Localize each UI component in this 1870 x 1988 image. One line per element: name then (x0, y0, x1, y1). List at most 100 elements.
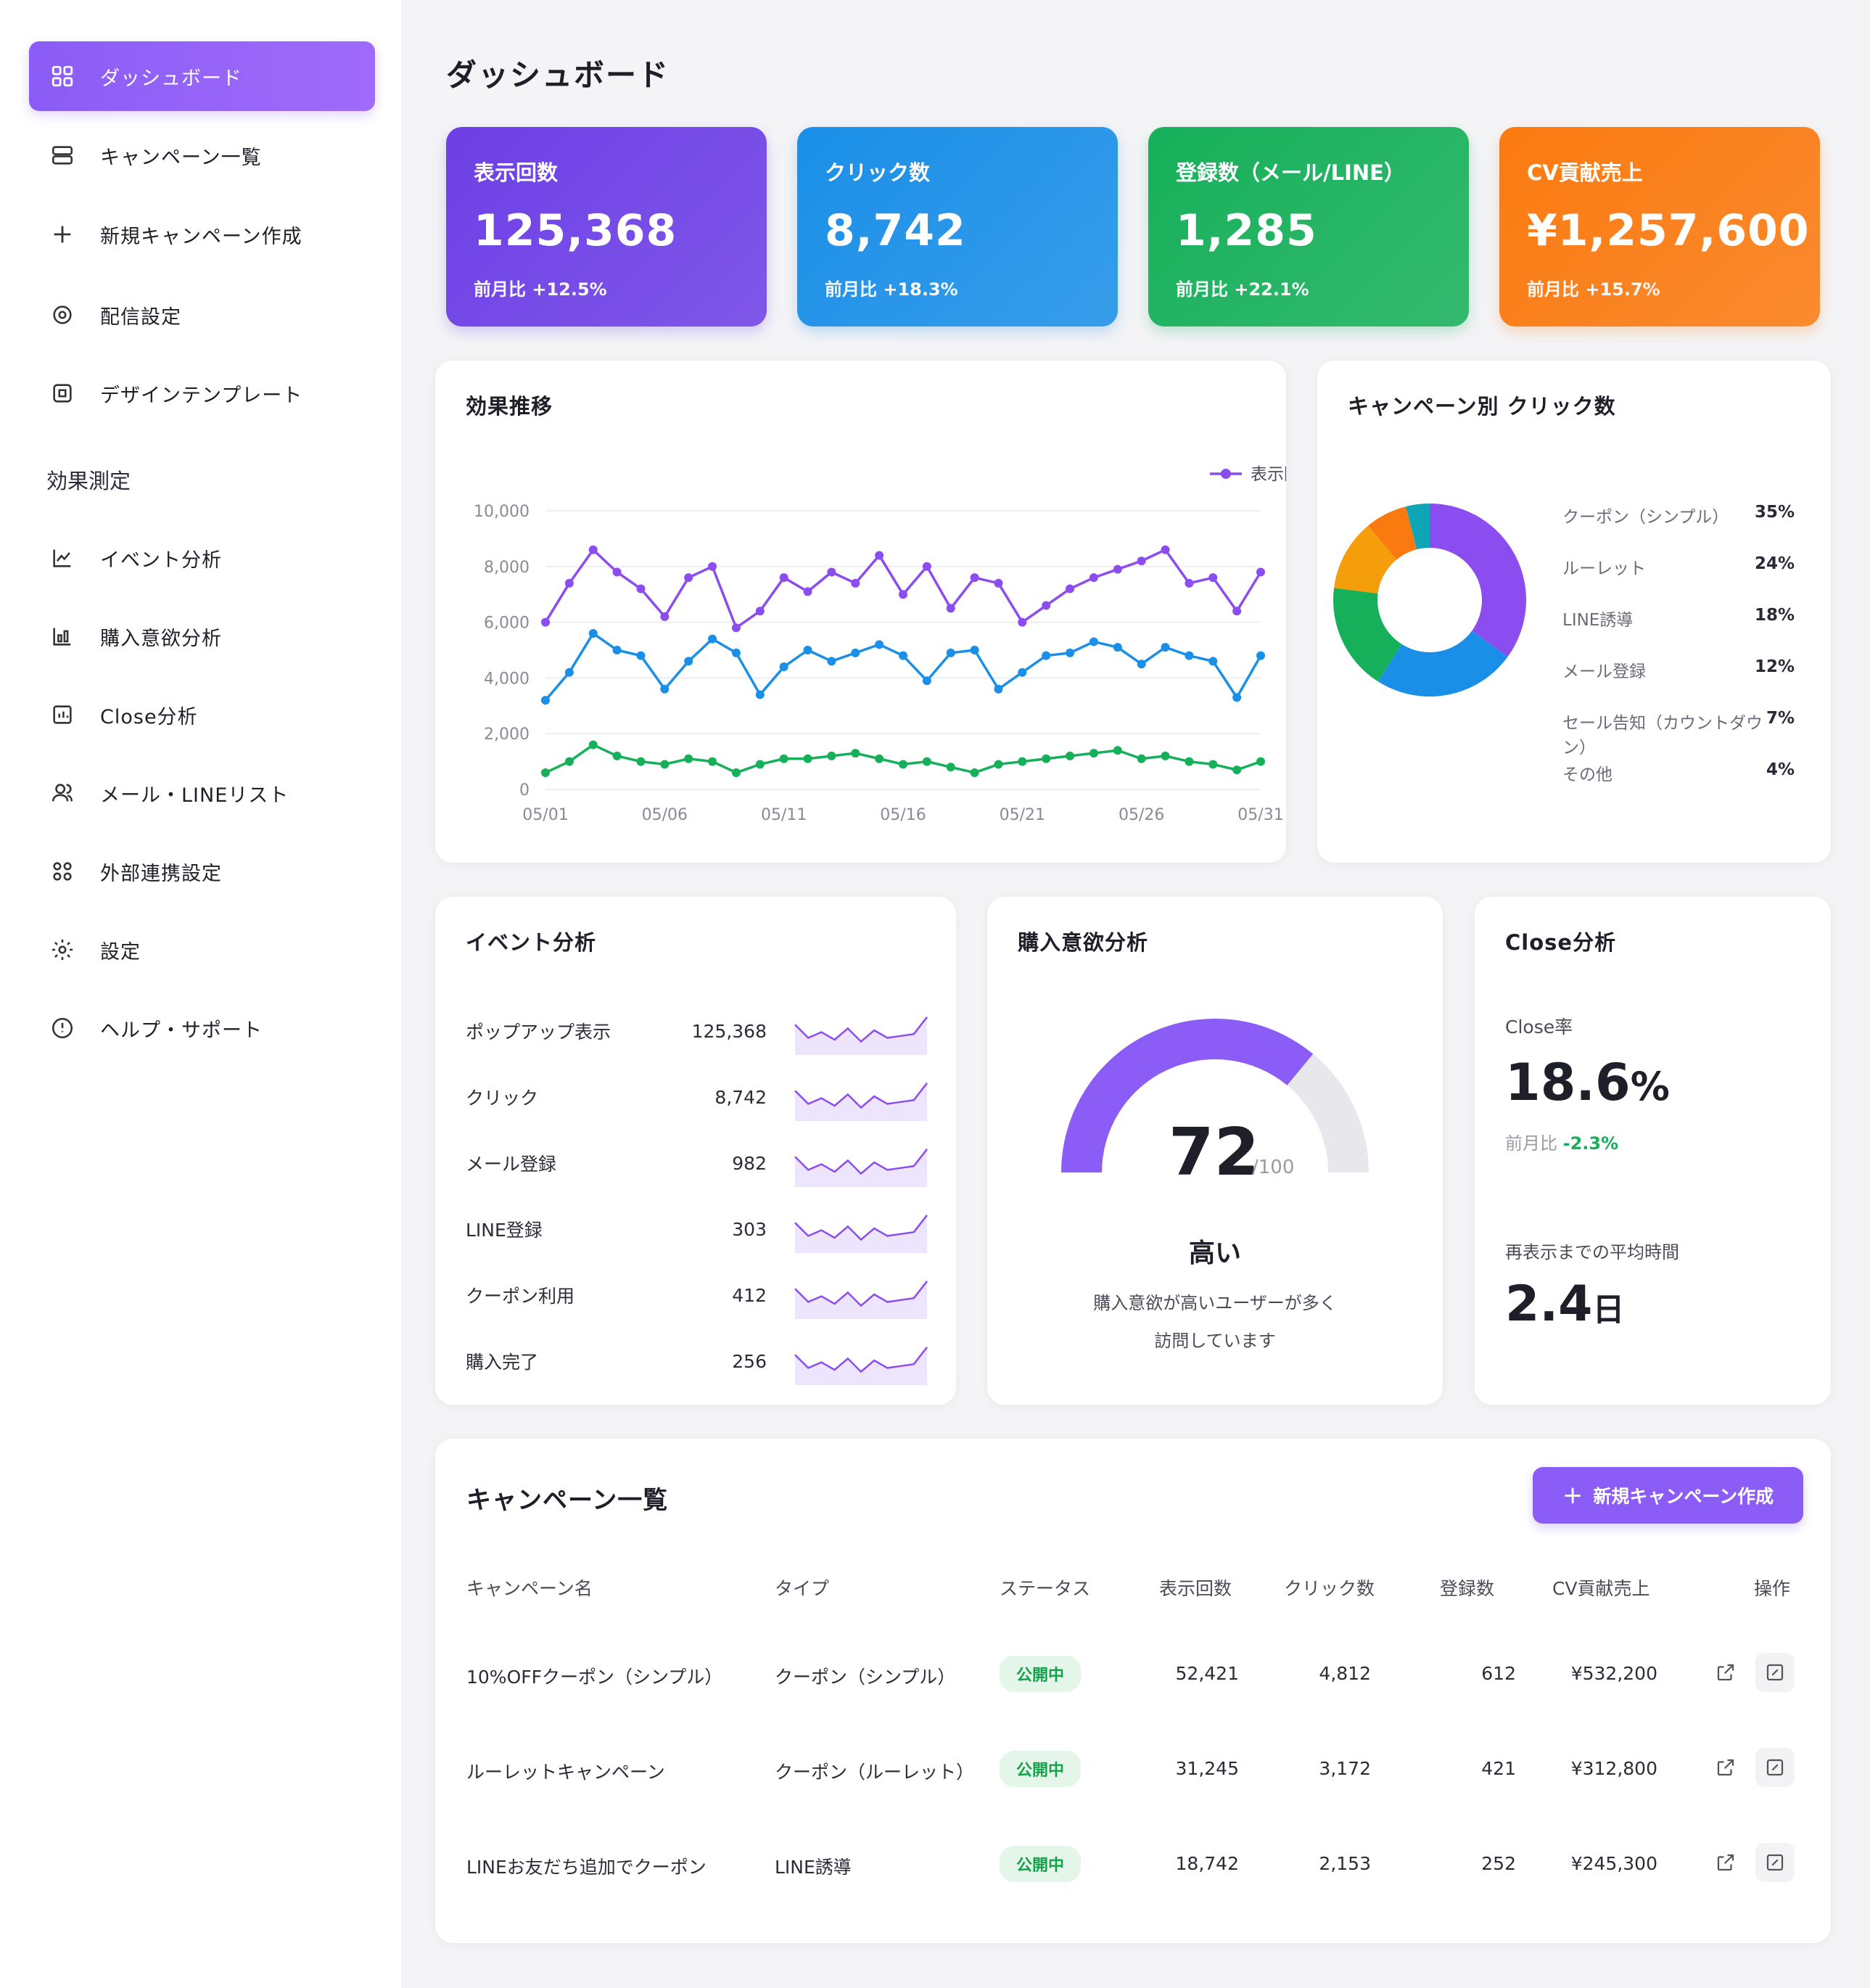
sidebar-item-settings[interactable]: 設定 (29, 915, 375, 985)
intent-desc-line2: 訪問しています (1154, 1331, 1276, 1351)
open-campaign-button[interactable] (1706, 1653, 1745, 1692)
kpi-card-revenue: CV貢献売上 ¥1,257,600 前月比 +15.7% (1499, 127, 1820, 326)
edit-campaign-button[interactable] (1755, 1748, 1795, 1787)
intent-desc-line1: 購入意欲が高いユーザーが多く (1093, 1293, 1337, 1313)
series-point (1137, 754, 1146, 763)
donut-legend-pct: 35% (1754, 503, 1795, 522)
donut-slice-0 (1430, 504, 1526, 657)
x-tick-label: 05/31 (1237, 806, 1283, 824)
event-analysis-title: イベント分析 (466, 930, 597, 955)
donut-slice-1 (1377, 631, 1508, 697)
open-campaign-button[interactable] (1706, 1748, 1745, 1787)
external-link-icon (1717, 1854, 1734, 1871)
sidebar-item-help[interactable]: ヘルプ・サポート (29, 993, 375, 1063)
bar-chart-icon (48, 622, 77, 651)
sidebar-item-close-analysis[interactable]: Close分析 (29, 680, 375, 749)
column-header-clicks[interactable]: クリック数 (1284, 1578, 1375, 1599)
sidebar-item-integrations[interactable]: 外部連携設定 (29, 837, 375, 906)
cell-clicks: 4,812 (1319, 1663, 1371, 1684)
series-point (1113, 746, 1122, 755)
sidebar-item-event-analysis[interactable]: イベント分析 (29, 523, 375, 593)
donut-legend-pct: 4% (1766, 760, 1795, 779)
close-rate-label: Close率 (1505, 1016, 1573, 1038)
cell-signups: 421 (1481, 1758, 1516, 1779)
event-label: メール登録 (466, 1154, 557, 1175)
series-point (1185, 757, 1194, 766)
sidebar-item-purchase-intent[interactable]: 購入意欲分析 (29, 601, 375, 671)
event-row: クリック 8,742 (466, 1072, 930, 1122)
series-point (922, 757, 931, 766)
column-header-revenue[interactable]: CV貢献売上 (1552, 1578, 1650, 1599)
series-point (612, 646, 622, 654)
event-value: 303 (732, 1218, 767, 1240)
series-point (899, 590, 907, 599)
avg-redisplay-value: 2.4 (1505, 1276, 1593, 1333)
column-header-signups[interactable]: 登録数 (1440, 1578, 1495, 1599)
kpi-delta: 前月比 +18.3% (825, 279, 958, 300)
kpi-label: クリック数 (825, 160, 931, 185)
series-point (1232, 607, 1242, 616)
event-label: クーポン利用 (466, 1286, 575, 1307)
column-header-status[interactable]: ステータス (1000, 1578, 1091, 1599)
x-tick-label: 05/16 (880, 806, 926, 824)
new-campaign-button[interactable]: + 新規キャンペーン作成 (1533, 1467, 1803, 1524)
column-header-name[interactable]: キャンペーン名 (466, 1578, 593, 1599)
series-point (1232, 765, 1242, 775)
sidebar-item-mail-line-list[interactable]: メール・LINEリスト (29, 758, 375, 828)
cell-clicks: 3,172 (1319, 1758, 1371, 1779)
close-delta-value: -2.3% (1562, 1133, 1619, 1154)
series-point (612, 751, 622, 760)
y-tick-label: 10,000 (474, 503, 530, 521)
series-point (827, 567, 836, 577)
series-point (803, 587, 812, 596)
close-delta: 前月比 -2.3% (1505, 1129, 1618, 1154)
series-point (588, 628, 598, 638)
intent-score: 72 (1169, 1114, 1260, 1191)
cell-views: 18,742 (1175, 1853, 1239, 1874)
sidebar-item-delivery-settings[interactable]: 配信設定 (29, 280, 375, 350)
kpi-value: 125,368 (474, 205, 677, 256)
sidebar-item-design-template[interactable]: デザインテンプレート (29, 358, 375, 428)
column-header-views[interactable]: 表示回数 (1159, 1578, 1232, 1599)
donut-legend-label: ルーレット (1562, 559, 1646, 578)
edit-campaign-button[interactable] (1755, 1653, 1795, 1692)
open-campaign-button[interactable] (1706, 1843, 1745, 1882)
series-point (1161, 751, 1170, 760)
donut-legend-label: セール告知（カウントダウン） (1562, 714, 1763, 757)
sidebar-item-label: メール・LINEリスト (100, 784, 289, 807)
legend-marker (1221, 469, 1231, 479)
donut-slice-5 (1405, 504, 1430, 550)
series-point (1042, 601, 1051, 610)
kpi-card-clicks: クリック数 8,742 前月比 +18.3% (797, 127, 1118, 326)
series-point (1208, 573, 1218, 583)
series-point (684, 573, 693, 583)
column-header-type[interactable]: タイプ (775, 1578, 830, 1599)
sidebar-item-label: キャンペーン一覧 (100, 146, 262, 169)
cell-signups: 612 (1481, 1663, 1516, 1684)
sidebar-item-label: 新規キャンペーン作成 (100, 225, 302, 248)
kpi-value: ¥1,257,600 (1527, 205, 1810, 256)
sidebar-item-dashboard[interactable]: ダッシュボード (29, 41, 375, 111)
series-point (899, 760, 907, 769)
event-sparkline (794, 1149, 928, 1187)
series-point (994, 760, 1003, 769)
series-point (636, 651, 646, 660)
close-analysis-card: Close分析 Close率 18.6% 前月比 -2.3% 再表示までの平均時… (1475, 897, 1831, 1405)
sidebar-item-campaign-list[interactable]: キャンペーン一覧 (29, 120, 375, 190)
sidebar-item-new-campaign[interactable]: 新規キャンペーン作成 (29, 200, 375, 269)
series-point (1232, 693, 1242, 702)
series-point (899, 651, 907, 660)
event-sparkline (794, 1347, 928, 1385)
edit-campaign-button[interactable] (1755, 1843, 1795, 1882)
series-point (946, 648, 955, 657)
x-tick-label: 05/06 (642, 806, 688, 824)
donut-legend-label: LINE誘導 (1562, 611, 1634, 630)
trend-line-chart: 0 2,000 4,000 6,000 8,000 10,000 05/01 05/06 05/… (474, 465, 1286, 824)
donut-legend-label: その他 (1562, 765, 1612, 784)
event-sparkline (794, 1215, 928, 1253)
event-value: 125,368 (691, 1020, 767, 1042)
x-tick-label: 05/26 (1119, 806, 1164, 824)
sidebar-item-label: 配信設定 (100, 305, 181, 329)
kpi-card-signups: 登録数（メール/LINE） 1,285 前月比 +22.1% (1148, 127, 1469, 326)
donut-legend-item: セール告知（カウントダウン） 7% (1562, 709, 1795, 758)
